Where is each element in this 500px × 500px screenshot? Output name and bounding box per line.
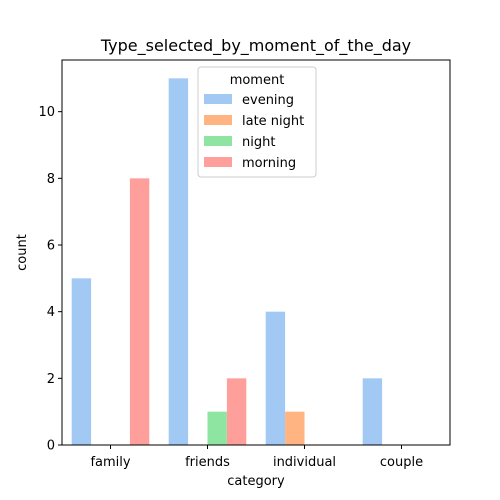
bar-family-evening [71, 278, 92, 445]
y-tick-label: 0 [47, 439, 55, 454]
legend-label-morning: morning [242, 156, 296, 171]
bars-layer [71, 78, 383, 446]
y-axis-label: count [15, 234, 30, 271]
y-tick-label: 8 [47, 172, 55, 187]
x-tick-label-individual: individual [273, 455, 336, 470]
legend-label-evening: evening [242, 93, 294, 108]
y-tick-label: 10 [38, 105, 55, 120]
x-tick-label-couple: couple [380, 455, 423, 470]
y-tick-label: 4 [47, 305, 55, 320]
chart-title: Type_selected_by_moment_of_the_day [100, 36, 411, 56]
axes-layer: 0 2 4 6 8 10 family friends individual couple [38, 59, 451, 470]
legend-swatch-evening [204, 94, 232, 104]
plot-frame [61, 59, 451, 446]
bar-friends-evening [168, 78, 189, 445]
legend-title: moment [230, 73, 285, 88]
legend-swatch-morning [204, 157, 232, 167]
x-tick-label-friends: friends [185, 455, 230, 470]
legend-swatch-late-night [204, 115, 232, 125]
y-tick-label: 2 [47, 372, 55, 387]
x-tick-label-family: family [90, 455, 130, 470]
y-tick-label: 6 [47, 239, 55, 254]
bar-individual-evening [265, 311, 286, 445]
bar-individual-late-night [285, 411, 305, 445]
legend-label-night: night [242, 135, 275, 150]
bar-family-morning [129, 178, 150, 446]
bar-friends-morning [226, 378, 247, 445]
legend-swatch-night [204, 136, 232, 146]
bar-friends-night [207, 411, 227, 445]
bar-couple-evening [362, 378, 383, 445]
legend: moment evening late night night morning [197, 66, 317, 178]
legend-label-late-night: late night [242, 114, 304, 129]
x-axis-label: category [227, 474, 285, 489]
